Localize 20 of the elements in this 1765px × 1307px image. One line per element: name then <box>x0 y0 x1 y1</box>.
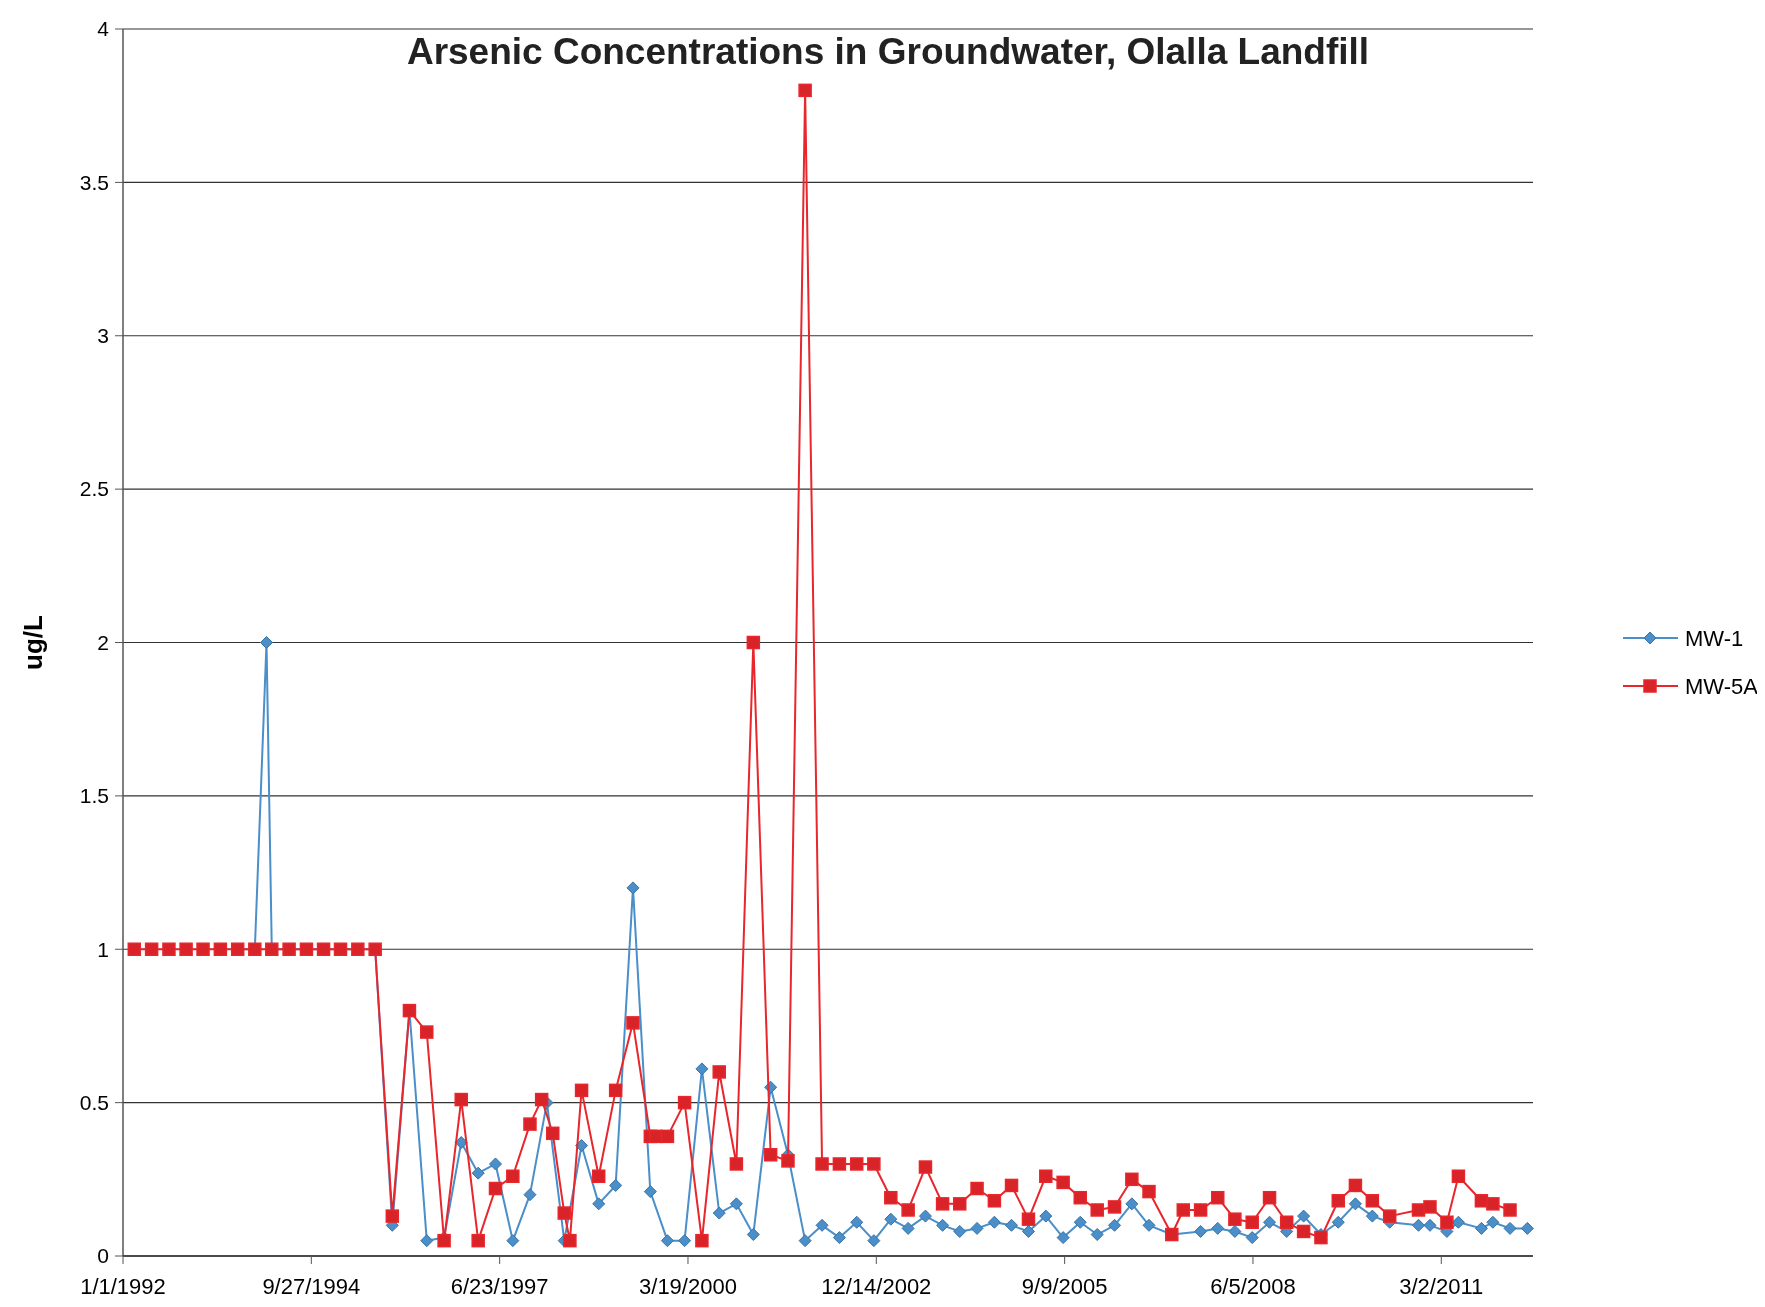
x-tick-label: 1/1/1992 <box>80 1274 166 1299</box>
y-tick-label: 1.5 <box>79 784 109 808</box>
y-tick-label: 3.5 <box>79 170 109 194</box>
x-tick-label: 6/23/1997 <box>450 1274 549 1299</box>
x-tick-label: 9/27/1994 <box>262 1274 361 1299</box>
y-tick-label: 1 <box>97 937 109 961</box>
x-tick-label: 3/2/2011 <box>1399 1274 1484 1299</box>
y-tick-label: 4 <box>97 17 110 41</box>
y-tick-label: 2 <box>97 630 109 654</box>
y-tick-label: 3 <box>97 324 109 348</box>
y-tick-label: 2.5 <box>79 477 109 501</box>
x-tick-label: 9/9/2005 <box>1021 1274 1108 1299</box>
y-axis-title: ug/L <box>18 614 48 670</box>
x-tick-label: 3/19/2000 <box>639 1274 737 1299</box>
x-tick-label: 12/14/2002 <box>821 1274 932 1299</box>
x-tick-label: 6/5/2008 <box>1210 1274 1296 1299</box>
y-tick-label: 0.5 <box>79 1090 109 1114</box>
legend-label: MW-1 <box>1685 625 1744 651</box>
chart-title: Arsenic Concentrations in Groundwater, Olalla Landfill <box>406 31 1370 72</box>
y-tick-label: 0 <box>97 1244 109 1268</box>
